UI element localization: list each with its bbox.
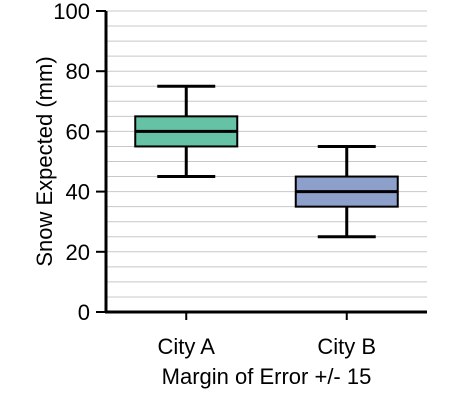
y-tick-label: 60 bbox=[66, 119, 90, 144]
y-axis-label: Snow Expected (mm) bbox=[32, 56, 57, 266]
axes: City A City B 0 20 40 60 80 100 bbox=[53, 0, 427, 359]
y-tick-label: 20 bbox=[66, 240, 90, 265]
boxes bbox=[134, 84, 399, 239]
box-city-b bbox=[294, 144, 399, 239]
box-city-a bbox=[134, 84, 239, 179]
y-tick-label: 80 bbox=[66, 59, 90, 84]
labels: Snow Expected (mm) Margin of Error +/- 1… bbox=[32, 56, 371, 389]
grid bbox=[106, 10, 427, 298]
y-tick-label: 0 bbox=[78, 300, 90, 325]
y-tick-label: 40 bbox=[66, 180, 90, 205]
x-tick-label: City B bbox=[317, 334, 376, 359]
x-axis-label: Margin of Error +/- 15 bbox=[162, 364, 372, 389]
x-tick-label: City A bbox=[158, 334, 216, 359]
y-tick-label: 100 bbox=[53, 0, 90, 24]
